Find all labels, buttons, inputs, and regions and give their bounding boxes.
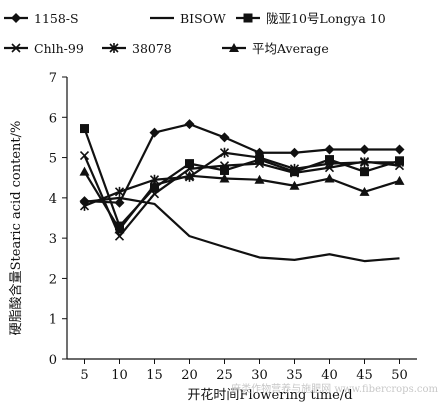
series-line	[84, 151, 400, 207]
data-point	[79, 166, 90, 176]
y-axis: 0 1 2 3 4 5 6 7	[49, 71, 68, 368]
legend-label: 平均Average	[252, 41, 329, 56]
y-tick-label: 2	[49, 272, 57, 287]
data-point	[394, 157, 405, 168]
legend-label: BISOW	[180, 11, 226, 26]
data-point	[114, 224, 125, 234]
data-point	[114, 186, 125, 197]
data-point	[149, 127, 160, 138]
series-line	[83, 155, 400, 238]
legend-item: 38078	[102, 41, 172, 56]
data-point	[289, 163, 300, 174]
y-tick-label: 1	[49, 313, 57, 328]
legend-marker	[109, 43, 119, 53]
data-point	[114, 197, 125, 208]
legend-label: 陇亚10号Longya 10	[266, 11, 386, 26]
legend: 1158-S BISOW 陇亚10号Longya 10 Chlh-99 38078 平均A…	[4, 11, 386, 56]
data-point	[79, 150, 90, 161]
watermark: 麻类作物营养与施肥网 www.fibercrops.com	[231, 382, 438, 395]
y-axis-label: 硬脂酸含量Stearic acid content/%	[8, 121, 24, 336]
data-point	[289, 147, 300, 158]
data-point	[394, 144, 405, 155]
data-point	[359, 157, 370, 168]
y-tick-label: 7	[49, 71, 57, 86]
data-point	[360, 167, 369, 177]
data-point	[79, 200, 90, 211]
data-point	[80, 124, 89, 134]
data-point	[219, 147, 230, 158]
data-point	[149, 179, 160, 189]
legend-marker	[11, 13, 21, 23]
legend-marker	[243, 13, 253, 23]
legend-marker	[229, 43, 239, 52]
data-point	[219, 132, 230, 143]
y-tick-label: 6	[49, 111, 57, 126]
x-tick-label: 25	[216, 368, 233, 383]
y-tick-label: 5	[49, 152, 57, 167]
data-point	[184, 119, 195, 130]
series-line	[84, 196, 400, 263]
legend-label: 38078	[132, 41, 172, 56]
legend-item: Chlh-99	[4, 41, 84, 56]
data-point	[324, 173, 335, 183]
series-3	[79, 150, 405, 241]
data-point	[219, 173, 230, 183]
series-1	[84, 196, 400, 263]
legend-item: 1158-S	[4, 11, 79, 26]
legend-label: 1158-S	[34, 11, 79, 26]
x-tick-label: 15	[146, 368, 163, 383]
series-0	[79, 119, 405, 208]
x-tick-label: 30	[251, 368, 268, 383]
data-point	[254, 174, 265, 184]
plot-area	[79, 119, 405, 263]
data-point	[220, 165, 229, 175]
data-point	[219, 161, 230, 171]
series-line	[84, 123, 400, 204]
data-point	[324, 158, 335, 169]
legend-label: Chlh-99	[34, 41, 84, 56]
data-point	[324, 144, 335, 155]
data-point	[289, 180, 300, 190]
legend-item: BISOW	[150, 11, 226, 26]
x-tick-label: 40	[321, 368, 338, 383]
data-point	[149, 189, 160, 199]
series-2	[80, 124, 404, 231]
x-axis-label: 开花时间Flowering time/d	[187, 387, 352, 403]
x-tick-label: 45	[356, 368, 373, 383]
data-point	[185, 159, 194, 169]
series-line	[83, 171, 400, 231]
data-point	[184, 170, 195, 180]
legend-marker	[11, 43, 21, 53]
x-tick-label: 5	[80, 368, 88, 383]
series-5	[79, 166, 405, 234]
data-point	[114, 231, 125, 241]
data-point	[359, 144, 370, 155]
x-tick-label: 35	[286, 368, 303, 383]
data-point	[359, 186, 370, 196]
data-point	[394, 175, 405, 185]
y-tick-label: 3	[49, 232, 57, 247]
x-tick-label: 50	[391, 368, 408, 383]
x-tick-label: 20	[181, 368, 198, 383]
y-tick-label: 4	[49, 192, 57, 207]
x-axis: 5 10 15 20 25 30 35 40 45 50	[67, 358, 417, 383]
legend-item: 平均Average	[222, 41, 329, 56]
x-tick-label: 10	[111, 368, 128, 383]
legend-item: 陇亚10号Longya 10	[236, 11, 386, 26]
y-tick-label: 0	[49, 353, 57, 368]
data-point	[254, 152, 265, 163]
data-point	[184, 164, 195, 174]
